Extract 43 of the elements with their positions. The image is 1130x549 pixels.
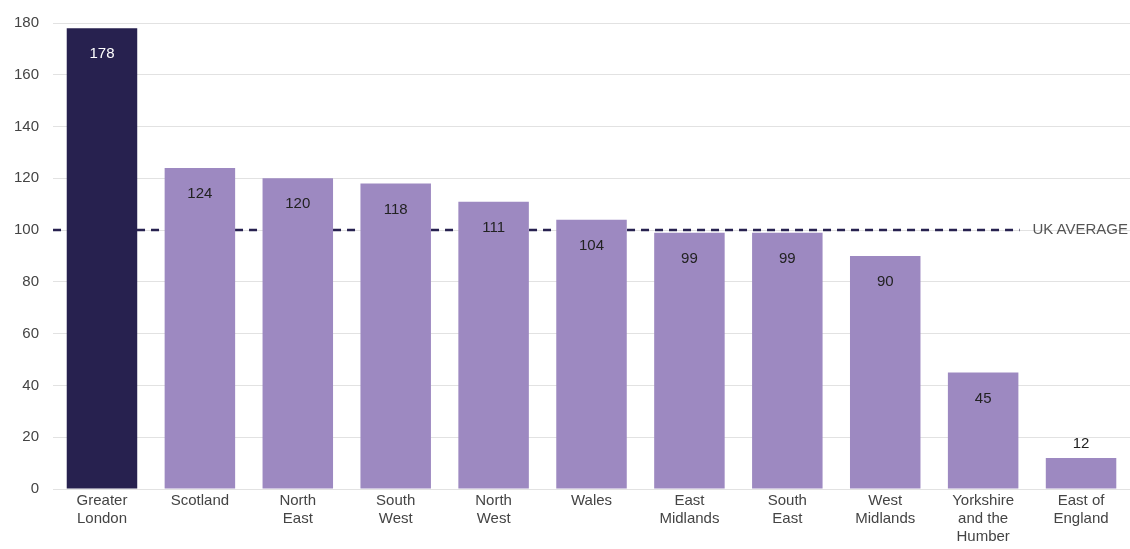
x-tick-label: South East xyxy=(767,491,807,527)
y-tick-label: 160 xyxy=(14,64,40,82)
y-tick-label: 180 xyxy=(14,13,40,31)
data-label: 99 xyxy=(681,248,698,266)
data-label: 124 xyxy=(187,184,213,202)
y-tick-label: 120 xyxy=(14,168,40,186)
x-tick-label: Yorkshire and the Humber xyxy=(952,491,1015,545)
bar xyxy=(947,372,1019,489)
y-tick-label: 0 xyxy=(30,479,40,497)
data-label: 45 xyxy=(974,388,992,406)
x-tick-label: West Midlands xyxy=(855,491,916,527)
y-tick-label: 100 xyxy=(14,220,40,238)
bar xyxy=(556,219,627,489)
bar xyxy=(458,201,529,489)
data-label: 118 xyxy=(383,199,408,217)
data-label: 90 xyxy=(876,272,894,290)
x-tick-label: East Midlands xyxy=(659,491,720,527)
x-tick-label: North West xyxy=(475,491,512,527)
y-tick-label: 60 xyxy=(22,323,40,341)
x-tick-label: Greater London xyxy=(76,491,128,527)
data-label: 12 xyxy=(1072,434,1090,452)
x-tick-label: South West xyxy=(376,491,416,527)
x-tick-label: North East xyxy=(279,491,317,527)
x-tick-label: Scotland xyxy=(170,491,230,509)
y-tick-label: 80 xyxy=(22,272,40,290)
bar xyxy=(654,232,725,489)
data-label: 104 xyxy=(579,235,605,253)
y-tick-label: 40 xyxy=(22,375,40,393)
data-label: 120 xyxy=(285,194,311,212)
y-tick-label: 20 xyxy=(22,427,40,445)
bar xyxy=(849,256,921,489)
bar xyxy=(164,167,236,489)
data-label: 178 xyxy=(89,44,115,62)
x-tick-label: Wales xyxy=(570,491,613,509)
bar xyxy=(1045,457,1117,489)
bar xyxy=(262,178,334,489)
x-tick-label: East of England xyxy=(1053,491,1109,527)
data-label: 111 xyxy=(482,217,506,235)
data-label: 99 xyxy=(778,248,796,266)
y-tick-label: 140 xyxy=(14,116,40,134)
bar xyxy=(752,232,823,489)
ref-line-label: UK AVERAGE xyxy=(1032,220,1128,238)
bar xyxy=(360,183,431,489)
